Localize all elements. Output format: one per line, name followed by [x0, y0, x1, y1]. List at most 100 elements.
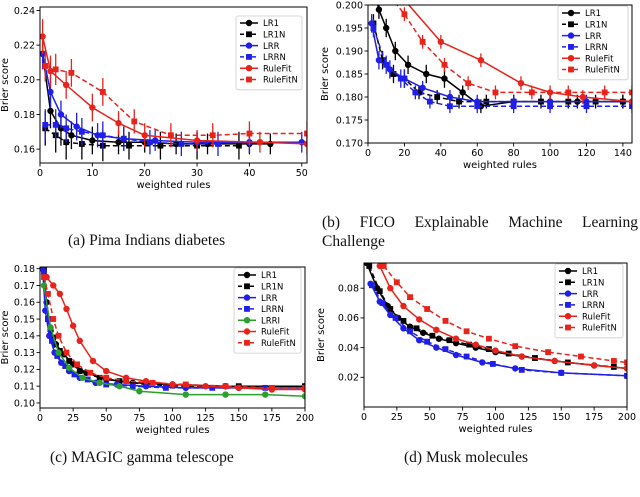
data-point	[401, 11, 408, 18]
data-point	[419, 38, 426, 45]
x-tick-label: 80	[508, 148, 520, 159]
data-point	[235, 384, 242, 392]
data-point	[376, 288, 383, 295]
caption-d: (d) Musk molecules	[404, 449, 528, 466]
data-point	[565, 89, 572, 96]
legend-marker	[567, 54, 575, 62]
legend-entry-lrr: LRR	[559, 290, 599, 300]
data-point	[178, 141, 185, 147]
legend-marker	[568, 66, 574, 73]
x-tick-label: 0	[37, 413, 43, 424]
y-tick-label: 0.13	[14, 348, 35, 359]
data-point	[120, 135, 127, 142]
legend-label: RuleFitN	[585, 66, 620, 76]
chart-b: 0 20 40 60 80 100 120 140 0.170 0.175 0.180 0.185 0.…	[320, 0, 633, 171]
legend-label: RuleFit	[585, 54, 614, 64]
data-point	[463, 353, 470, 360]
x-tick-label: 50	[296, 168, 308, 179]
data-point	[416, 336, 423, 344]
data-point	[68, 69, 75, 76]
legend-entry-rulefit: RuleFit	[238, 328, 290, 338]
data-point	[465, 80, 472, 87]
legend-entry-lrr: LRR	[240, 42, 280, 52]
data-point	[55, 332, 62, 339]
data-point	[400, 325, 407, 332]
x-tick-label: 150	[230, 413, 248, 424]
series-line	[43, 276, 305, 389]
data-point	[50, 316, 57, 322]
data-point	[545, 349, 551, 355]
legend-label: LRR	[585, 32, 602, 42]
data-point	[517, 79, 525, 87]
data-point	[99, 132, 106, 139]
series-lrrn	[370, 18, 632, 114]
legend-marker	[246, 76, 252, 83]
data-point	[610, 358, 617, 364]
legend-entry-lr1: LR1	[240, 19, 279, 29]
series-line	[379, 265, 627, 370]
data-point	[441, 75, 448, 82]
legend-marker	[568, 43, 574, 50]
data-point	[629, 103, 632, 110]
legend-marker	[243, 317, 251, 324]
data-point	[429, 332, 436, 339]
data-point	[624, 372, 627, 379]
legend-label: LRRI	[261, 316, 280, 326]
data-point	[79, 374, 86, 381]
data-point	[52, 121, 59, 128]
data-point	[129, 383, 136, 390]
data-point	[47, 67, 54, 75]
legend-marker	[565, 301, 571, 308]
data-point	[518, 353, 525, 360]
x-axis-label: weighted rules	[463, 160, 537, 171]
legend-marker	[244, 305, 250, 312]
legend-entry-rulefitn: RuleFitN	[559, 324, 617, 334]
series-group	[364, 263, 627, 380]
data-point	[456, 98, 462, 105]
data-point	[301, 393, 305, 400]
data-point	[123, 378, 130, 385]
legend-label: LR1N	[263, 31, 285, 41]
x-tick-label: 100	[163, 413, 181, 424]
legend-marker	[245, 64, 253, 72]
data-point	[366, 263, 373, 269]
legend-label: LR1	[582, 267, 598, 277]
data-point	[63, 305, 70, 313]
legend-entry-lrr: LRR	[238, 294, 278, 304]
chart-a: 0 10 20 30 40 50 0.16 0.18 0.20 0.22 0.24 weighted …	[0, 6, 308, 191]
data-point	[303, 140, 307, 148]
data-point	[63, 125, 70, 132]
legend-marker	[564, 267, 572, 275]
data-point	[452, 335, 460, 342]
y-tick-label: 0.18	[14, 110, 35, 121]
data-point	[375, 6, 383, 13]
legend-label: LRRN	[263, 53, 286, 63]
x-tick-label: 40	[243, 168, 255, 179]
data-point	[442, 317, 449, 324]
data-point	[66, 358, 73, 364]
data-point	[492, 89, 499, 96]
data-point	[103, 367, 110, 375]
y-axis-label: Brier score	[0, 310, 11, 364]
legend-entry-lrrn: LRRN	[240, 53, 286, 63]
data-point	[412, 89, 419, 96]
data-point	[383, 61, 390, 68]
data-point	[419, 84, 426, 92]
legend-marker	[568, 21, 574, 28]
data-point	[400, 302, 407, 310]
x-tick-label: 0	[37, 168, 43, 179]
series-rulefitn	[380, 263, 627, 366]
data-point	[96, 379, 103, 387]
legend-entry-rulefit: RuleFit	[559, 312, 611, 322]
data-point	[209, 132, 216, 139]
data-point	[76, 337, 83, 345]
legend-marker	[567, 9, 575, 17]
data-point	[472, 341, 479, 348]
legend-entry-lr1: LR1	[562, 9, 601, 19]
legend-label: LR1	[261, 271, 277, 281]
data-point	[147, 139, 153, 146]
data-point	[62, 81, 70, 89]
data-point	[65, 364, 73, 371]
data-point	[459, 89, 466, 96]
data-point	[380, 263, 387, 269]
